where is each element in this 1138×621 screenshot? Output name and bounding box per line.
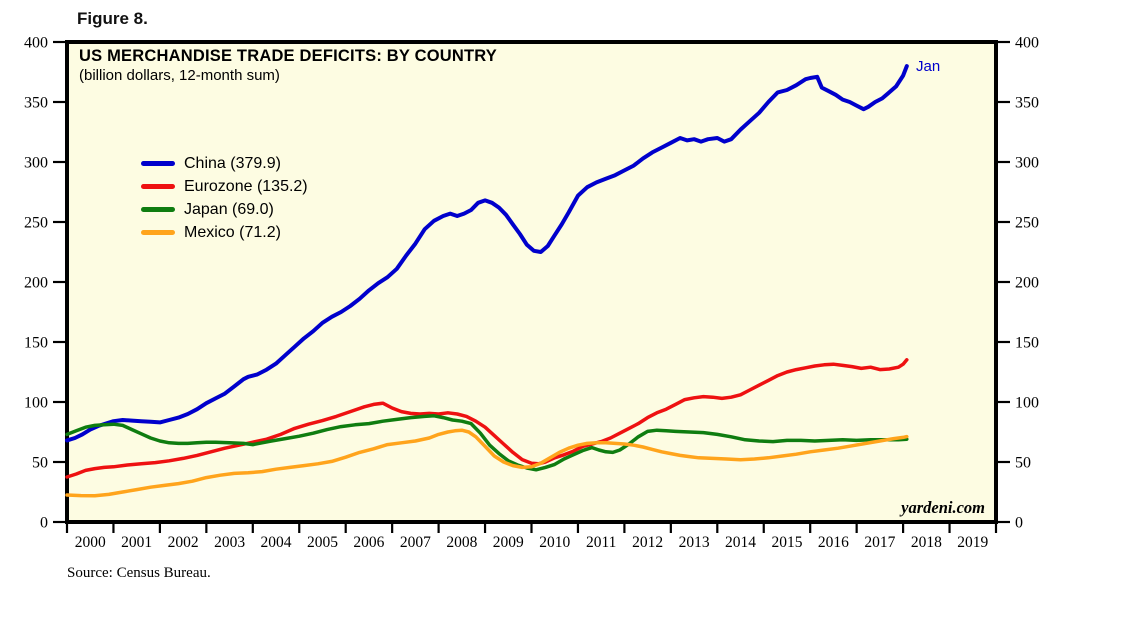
x-axis-label: 2001 bbox=[121, 534, 152, 551]
y-axis-label-right: 50 bbox=[1015, 455, 1031, 472]
y-axis-label-right: 300 bbox=[1015, 155, 1039, 172]
source-note: Source: Census Bureau. bbox=[67, 565, 211, 581]
figure-label: Figure 8. bbox=[77, 9, 148, 28]
y-axis-label-right: 100 bbox=[1015, 395, 1039, 412]
y-axis-label-right: 200 bbox=[1015, 275, 1039, 292]
y-axis-label-right: 250 bbox=[1015, 215, 1039, 232]
y-axis-label-left: 0 bbox=[40, 515, 48, 532]
x-axis-label: 2018 bbox=[911, 534, 942, 551]
yardeni-watermark: yardeni.com bbox=[901, 498, 985, 517]
x-axis-label: 2014 bbox=[725, 534, 756, 551]
legend-item-china: China (379.9) bbox=[141, 152, 308, 175]
x-axis-label: 2006 bbox=[353, 534, 384, 551]
y-axis-label-right: 400 bbox=[1015, 35, 1039, 52]
plot-frame bbox=[65, 40, 998, 524]
eurozone-line-swatch-icon bbox=[141, 184, 175, 189]
chart-legend: China (379.9) Eurozone (135.2) Japan (69… bbox=[141, 152, 308, 244]
y-axis-label-left: 250 bbox=[24, 215, 48, 232]
x-axis-label: 2015 bbox=[771, 534, 802, 551]
x-axis-label: 2002 bbox=[168, 534, 199, 551]
x-axis-label: 2017 bbox=[864, 534, 895, 551]
series-line-china bbox=[65, 64, 909, 443]
x-axis-label: 2003 bbox=[214, 534, 245, 551]
japan-line-swatch-icon bbox=[141, 207, 175, 212]
x-axis-label: 2010 bbox=[539, 534, 570, 551]
x-axis-label: 2004 bbox=[261, 534, 292, 551]
y-axis-label-left: 350 bbox=[24, 95, 48, 112]
series-end-label-jan: Jan bbox=[916, 58, 941, 75]
legend-label-china: China (379.9) bbox=[184, 154, 281, 172]
x-axis-label: 2007 bbox=[400, 534, 431, 551]
legend-item-eurozone: Eurozone (135.2) bbox=[141, 175, 308, 198]
chart-subtitle: (billion dollars, 12-month sum) bbox=[79, 67, 280, 84]
y-axis-label-left: 50 bbox=[32, 455, 48, 472]
y-axis-label-right: 150 bbox=[1015, 335, 1039, 352]
legend-label-eurozone: Eurozone (135.2) bbox=[184, 177, 308, 195]
x-axis-label: 2005 bbox=[307, 534, 338, 551]
y-axis-label-left: 100 bbox=[24, 395, 48, 412]
x-axis-label: 2009 bbox=[493, 534, 524, 551]
legend-label-mexico: Mexico (71.2) bbox=[184, 223, 281, 241]
chart-title: US MERCHANDISE TRADE DEFICITS: BY COUNTR… bbox=[79, 47, 497, 65]
y-axis-label-left: 300 bbox=[24, 155, 48, 172]
legend-item-mexico: Mexico (71.2) bbox=[141, 221, 308, 244]
y-axis-label-right: 0 bbox=[1015, 515, 1023, 532]
x-axis-label: 2011 bbox=[586, 534, 616, 551]
x-axis-label: 2008 bbox=[446, 534, 477, 551]
series-line-japan bbox=[65, 414, 909, 472]
x-axis-label: 2019 bbox=[957, 534, 988, 551]
x-axis-label: 2013 bbox=[679, 534, 710, 551]
y-axis-label-right: 350 bbox=[1015, 95, 1039, 112]
china-line-swatch-icon bbox=[141, 161, 175, 166]
x-axis-label: 2012 bbox=[632, 534, 663, 551]
y-axis-label-left: 400 bbox=[24, 35, 48, 52]
series-line-eurozone bbox=[65, 358, 909, 479]
mexico-line-swatch-icon bbox=[141, 230, 175, 235]
legend-item-japan: Japan (69.0) bbox=[141, 198, 308, 221]
y-axis-label-left: 150 bbox=[24, 335, 48, 352]
series-line-mexico bbox=[65, 428, 909, 498]
x-axis-label: 2000 bbox=[75, 534, 106, 551]
y-axis-label-left: 200 bbox=[24, 275, 48, 292]
x-axis-label: 2016 bbox=[818, 534, 849, 551]
legend-label-japan: Japan (69.0) bbox=[184, 200, 274, 218]
